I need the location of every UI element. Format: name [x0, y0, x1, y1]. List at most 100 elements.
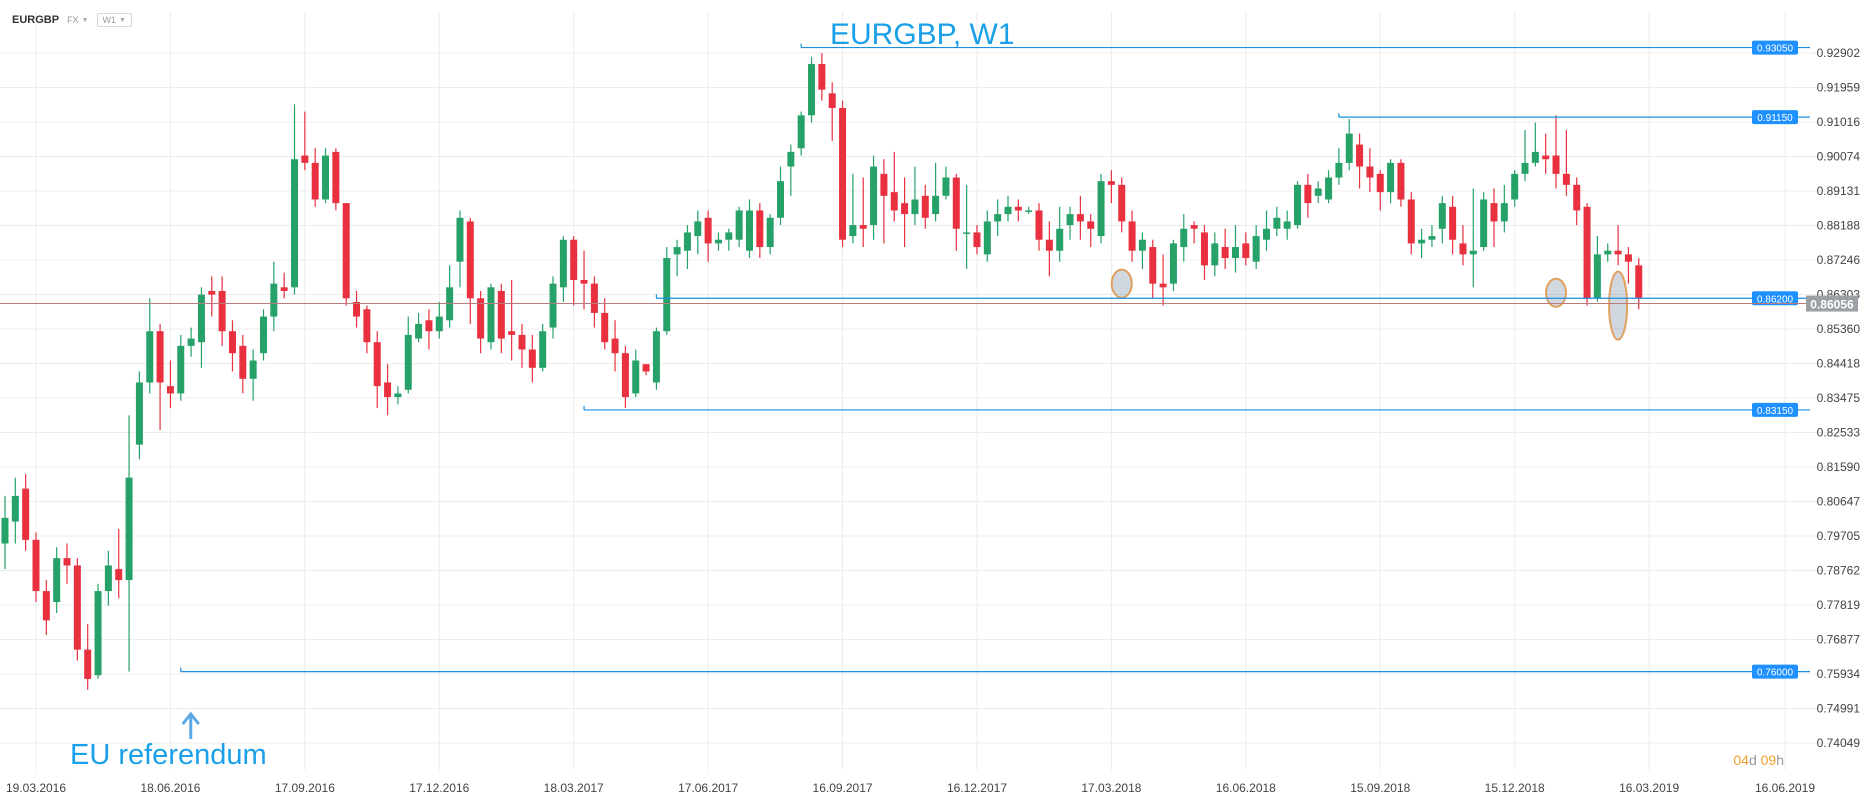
grid-lines: [0, 12, 1855, 770]
candle-body: [259, 316, 267, 354]
candle-body: [642, 364, 650, 372]
bullish-candle: [11, 477, 19, 544]
bullish-candle: [963, 184, 971, 270]
bullish-candle: [663, 247, 671, 335]
bearish-candle: [1045, 221, 1053, 277]
market-dropdown-value: FX: [67, 15, 79, 25]
price-tick-label: 0.88188: [1817, 219, 1861, 233]
candle-body: [1542, 155, 1550, 160]
candle-body: [1076, 214, 1084, 222]
candle-body: [22, 488, 30, 540]
price-tick-label: 0.90074: [1817, 150, 1861, 164]
bullish-candle: [911, 166, 919, 226]
candles: [1, 53, 1643, 690]
candle-body: [756, 210, 764, 248]
bullish-candle: [1345, 118, 1353, 171]
candle-body: [1325, 177, 1333, 200]
bearish-candle: [342, 203, 350, 306]
candle-body: [94, 591, 102, 676]
bullish-candle: [177, 334, 185, 401]
candle-body: [53, 558, 61, 603]
candle-body: [32, 539, 40, 592]
bullish-candle: [559, 236, 567, 302]
candle-body: [632, 360, 640, 394]
bearish-candle: [115, 528, 123, 599]
bullish-candle: [1, 495, 9, 570]
highlight-ellipse: [1545, 277, 1568, 308]
candle-body: [456, 217, 464, 262]
bullish-candle: [487, 283, 495, 350]
bearish-candle: [621, 345, 629, 409]
candle-body: [1397, 162, 1405, 200]
bearish-candle: [1149, 239, 1157, 299]
candle-body: [1263, 228, 1271, 240]
level-price-tag: [1752, 664, 1798, 679]
bullish-candle: [1480, 192, 1488, 251]
level-line: 0.86200: [655, 291, 1810, 306]
candle-body: [363, 309, 371, 343]
candle-body: [1118, 184, 1126, 222]
bearish-candle: [1407, 192, 1415, 255]
bullish-candle: [1428, 225, 1436, 248]
candle-body: [714, 239, 722, 244]
bullish-candle: [446, 265, 454, 328]
candle-body: [1304, 184, 1312, 204]
bearish-candle: [818, 53, 826, 101]
candle-body: [1459, 243, 1467, 255]
bullish-candle: [714, 232, 722, 251]
time-tick-label: 18.06.2016: [140, 781, 200, 795]
chart-toolbar: EURGBP FX ▼ W1 ▼: [12, 11, 132, 29]
bearish-candle: [363, 305, 371, 354]
bearish-candle: [1076, 195, 1084, 240]
bullish-candle: [632, 349, 640, 398]
bearish-candle: [1242, 232, 1250, 266]
candle-body: [487, 287, 495, 343]
candle-body: [787, 151, 795, 167]
candle-body: [777, 181, 785, 218]
bearish-candle: [528, 334, 536, 383]
bullish-candle: [291, 104, 299, 295]
candle-body: [1604, 250, 1612, 255]
countdown-days: 04: [1733, 752, 1749, 768]
candle-body: [1428, 236, 1436, 240]
candle-body: [301, 155, 309, 163]
level-price-label: 0.93050: [1757, 44, 1794, 55]
bearish-candle: [218, 276, 226, 346]
countdown-hours-unit: h: [1776, 752, 1784, 768]
bullish-candle: [1169, 239, 1177, 291]
bearish-candle: [1449, 195, 1457, 255]
candle-body: [994, 214, 1002, 222]
bearish-candle: [973, 225, 981, 255]
market-dropdown[interactable]: FX ▼: [67, 15, 88, 25]
candle-body: [1345, 133, 1353, 163]
price-axis: 0.92902 0.91959 0.91016 0.90074 0.89131 0.881…: [1817, 46, 1861, 750]
timeframe-dropdown[interactable]: W1 ▼: [96, 13, 132, 27]
countdown-hours: 09: [1760, 752, 1777, 768]
bullish-candle: [1066, 206, 1074, 240]
bullish-candle: [983, 210, 991, 262]
candle-body: [166, 386, 174, 394]
bearish-candle: [1562, 129, 1570, 196]
annotation-label: EU referendum: [70, 739, 267, 771]
candle-body: [683, 232, 691, 251]
candle-body: [1500, 203, 1508, 222]
candle-body: [208, 290, 216, 295]
candle-body: [384, 382, 392, 398]
candle-body: [497, 290, 505, 339]
price-tick-label: 0.85360: [1817, 322, 1861, 336]
bearish-candle: [1087, 214, 1095, 248]
level-price-label: 0.91150: [1757, 113, 1793, 124]
bullish-candle: [1314, 181, 1322, 204]
candle-body: [1159, 283, 1167, 288]
bearish-candle: [1200, 225, 1208, 280]
candle-body: [1614, 250, 1622, 255]
candle-body: [63, 558, 71, 566]
candle-body: [508, 331, 516, 335]
bullish-candle: [849, 173, 857, 244]
bullish-candle: [1138, 232, 1146, 270]
bearish-candle: [611, 320, 619, 372]
candle-body: [539, 331, 547, 368]
bearish-candle: [580, 250, 588, 310]
price-tick-label: 0.82533: [1817, 425, 1861, 439]
